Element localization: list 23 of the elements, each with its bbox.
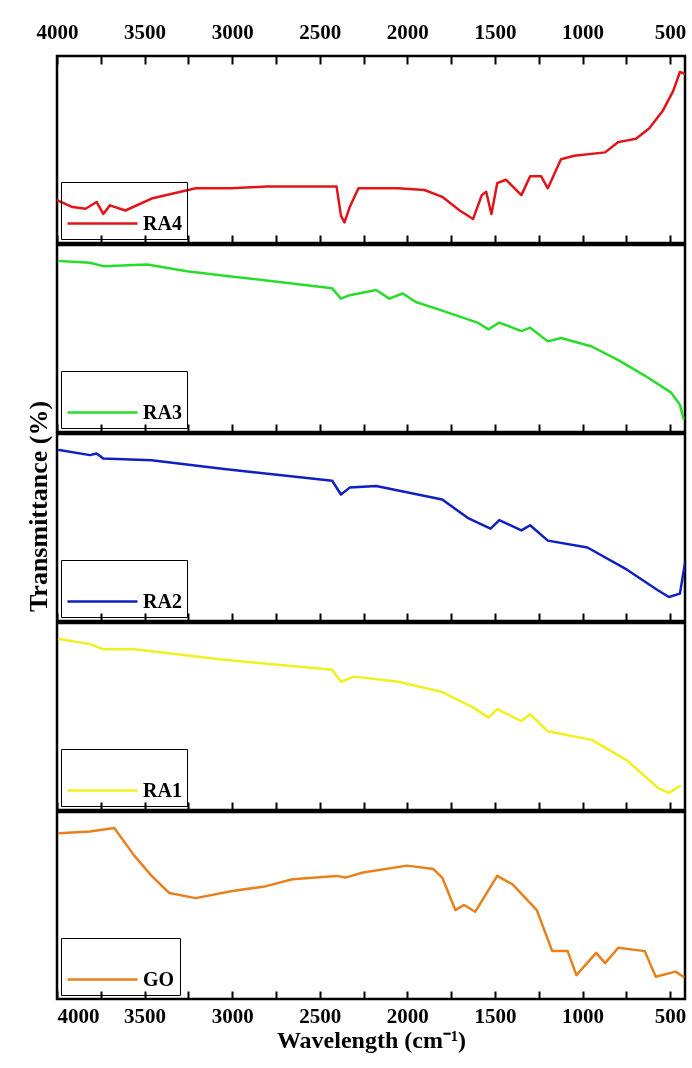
x2-tick-label: 4000 xyxy=(36,19,79,44)
x2-tick-label: 500 xyxy=(654,19,687,44)
legend-label: GO xyxy=(143,967,175,990)
legend-label: RA4 xyxy=(143,211,182,234)
x2-tick-label: 3000 xyxy=(211,19,254,44)
x-tick-label: 500 xyxy=(654,1003,687,1028)
x2-tick-label: 2000 xyxy=(386,19,429,44)
legend-label: RA1 xyxy=(143,778,182,801)
x-tick-label: 1500 xyxy=(474,1003,517,1028)
x2-tick-label: 3500 xyxy=(124,19,167,44)
x-tick-label: 3500 xyxy=(124,1003,167,1028)
x-axis-title: Wavelength (cm⁻¹) xyxy=(276,1026,467,1053)
y-axis-title: Transmittance (%) xyxy=(23,400,53,613)
x-tick-label: 4000 xyxy=(57,1003,100,1028)
x-tick-label: 2500 xyxy=(299,1003,342,1028)
x-tick-label: 1000 xyxy=(562,1003,605,1028)
legend-label: RA3 xyxy=(143,400,182,423)
x2-tick-label: 2500 xyxy=(299,19,342,44)
legend-label: RA2 xyxy=(143,589,182,612)
x-tick-label: 2000 xyxy=(386,1003,429,1028)
x-tick-label: 3000 xyxy=(211,1003,254,1028)
x2-tick-label: 1000 xyxy=(562,19,605,44)
x2-tick-label: 1500 xyxy=(474,19,517,44)
